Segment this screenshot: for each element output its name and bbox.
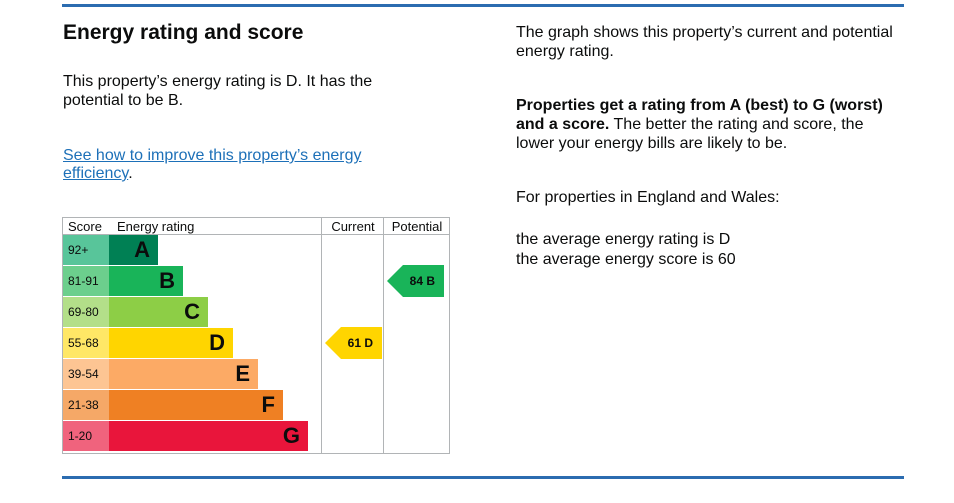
band-score-range: 39-54 (63, 359, 109, 389)
section-heading: Energy rating and score (63, 21, 304, 44)
band-letter: G (282, 423, 300, 448)
band-letter: C (184, 299, 200, 324)
band-score-range: 69-80 (63, 297, 109, 327)
band-bar: A (109, 235, 158, 265)
band-letter: A (134, 237, 150, 262)
header-potential: Potential (391, 219, 443, 234)
band-bar: F (109, 390, 283, 420)
band-bar: E (109, 359, 258, 389)
band-letter: F (261, 392, 275, 417)
band-score-range: 55-68 (63, 328, 109, 358)
energy-rating-chart: Score Energy rating Current Potential 92… (62, 217, 450, 454)
potential-rating-arrow: 84 B (387, 265, 444, 297)
band-bar: D (109, 328, 233, 358)
current-rating-arrow: 61 D (325, 327, 382, 359)
header-divider (63, 234, 449, 235)
band-bar: C (109, 297, 208, 327)
header-current: Current (331, 219, 375, 234)
improve-link-line: See how to improve this property’s energ… (63, 147, 393, 183)
rating-summary-text: This property’s energy rating is D. It h… (63, 73, 373, 109)
current-column-divider (321, 218, 322, 453)
band-letter: B (159, 268, 175, 293)
band-score-range: 1-20 (63, 421, 109, 451)
header-energy-rating: Energy rating (117, 219, 195, 234)
potential-column-divider (383, 218, 384, 453)
band-letter: E (235, 361, 250, 386)
rating-explanation-rest: The better the rating and score, the low… (516, 116, 864, 152)
region-intro-text: For properties in England and Wales: (516, 189, 780, 206)
rating-explanation-text: Properties get a rating from A (best) to… (516, 96, 906, 153)
band-bar: B (109, 266, 183, 296)
top-divider (62, 4, 904, 7)
band-score-range: 21-38 (63, 390, 109, 420)
improve-efficiency-link[interactable]: See how to improve this property’s energ… (63, 147, 362, 182)
band-score-range: 81-91 (63, 266, 109, 296)
band-bar: G (109, 421, 308, 451)
average-rating-text: the average energy rating is D (516, 231, 731, 248)
rating-explanation-bold: Properties get a rating from A (best) to… (516, 97, 883, 133)
bottom-divider (62, 476, 904, 479)
band-letter: D (209, 330, 225, 355)
band-score-range: 92+ (63, 235, 109, 265)
average-score-text: the average energy score is 60 (516, 251, 736, 268)
graph-intro-text: The graph shows this property’s current … (516, 24, 893, 60)
header-score: Score (68, 219, 102, 234)
improve-link-suffix: . (128, 165, 133, 182)
